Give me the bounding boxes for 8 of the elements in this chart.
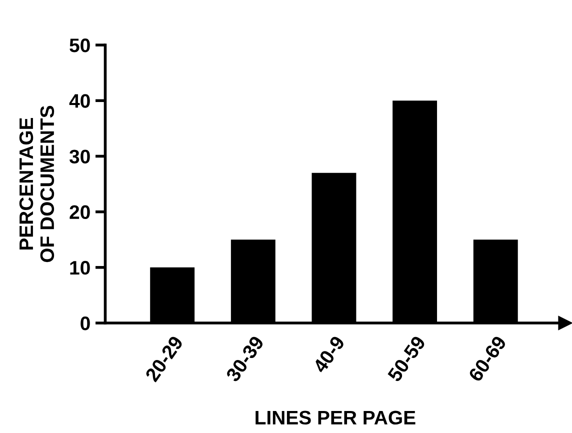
y-tick-label: 40 [69, 94, 90, 108]
y-tick-label: 30 [69, 150, 90, 164]
y-tick-label: 0 [80, 316, 90, 330]
x-axis-title: LINES PER PAGE [256, 410, 416, 425]
y-tick-label: 20 [70, 205, 90, 220]
y-axis-title: PERCENTAGE OF DOCUMENTS [19, 106, 54, 262]
y-tick-label: 10 [70, 260, 90, 275]
y-tick-label: 50 [70, 38, 90, 52]
